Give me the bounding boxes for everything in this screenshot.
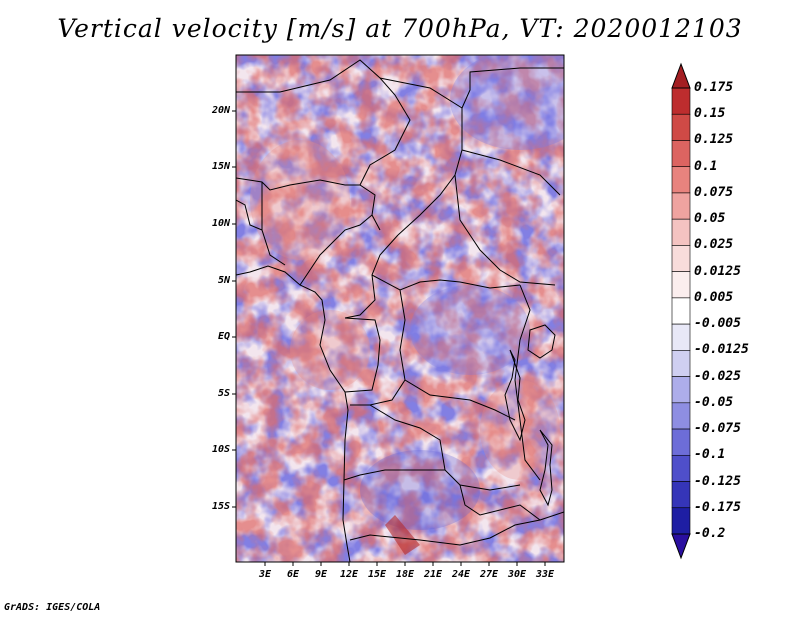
colorbar-segment xyxy=(671,271,691,299)
lat-label: 10S xyxy=(211,444,230,455)
colorbar-segment xyxy=(671,376,691,404)
colorbar-bottom-arrow xyxy=(671,533,691,560)
colorbar-segment xyxy=(671,140,691,168)
colorbar-segment xyxy=(671,454,691,482)
lat-label: 5N xyxy=(217,275,230,286)
colorbar-segment xyxy=(671,297,691,325)
colorbar-segment xyxy=(671,481,691,509)
footer-credit: GrADS: IGES/COLA xyxy=(4,602,101,613)
colorbar-label: 0.0125 xyxy=(694,263,741,279)
colorbar-segment xyxy=(671,402,691,430)
lat-label: 15S xyxy=(211,501,230,512)
lat-label: 20N xyxy=(211,105,230,116)
lat-label: 15N xyxy=(211,161,230,172)
colorbar-segment xyxy=(671,507,691,535)
country-borders xyxy=(236,59,564,562)
colorbar-label: -0.075 xyxy=(694,421,741,437)
colorbar-label: -0.005 xyxy=(694,316,741,332)
lon-ticks xyxy=(264,562,546,566)
velocity-field xyxy=(236,55,564,562)
colorbar-label: 0.175 xyxy=(694,80,734,95)
colorbar-segment xyxy=(671,87,691,115)
colorbar-label: -0.025 xyxy=(694,368,741,384)
lon-label: 9E xyxy=(314,569,328,580)
colorbar-segment xyxy=(671,245,691,272)
lat-label: 10N xyxy=(211,218,230,229)
colorbar-label: 0.125 xyxy=(694,132,734,148)
colorbar-label: -0.2 xyxy=(694,526,726,541)
colorbar-label: 0.005 xyxy=(694,289,734,305)
lon-label: 6E xyxy=(286,569,300,580)
map-frame xyxy=(235,54,565,563)
colorbar-label: -0.175 xyxy=(694,499,741,515)
colorbar-segment xyxy=(671,113,691,141)
lon-label: 15E xyxy=(367,569,387,580)
lat-label: 5S xyxy=(217,388,230,399)
colorbar-label: -0.125 xyxy=(694,473,741,489)
lon-label: 3E xyxy=(258,569,272,580)
colorbar-label: -0.0125 xyxy=(694,342,749,358)
colorbar-label: 0.05 xyxy=(694,211,726,227)
colorbar-segment xyxy=(671,428,691,456)
lon-label: 30E xyxy=(507,569,527,580)
colorbar-label: -0.05 xyxy=(694,394,734,410)
colorbar-label: 0.15 xyxy=(694,106,726,122)
colorbar-segment xyxy=(671,323,691,351)
colorbar-top-arrow xyxy=(671,62,691,89)
lon-label: 18E xyxy=(395,569,415,580)
lon-label: 33E xyxy=(535,569,555,580)
lon-label: 21E xyxy=(423,569,443,580)
colorbar-segment xyxy=(671,166,691,194)
colorbar-label: 0.025 xyxy=(694,237,734,253)
lon-label: 12E xyxy=(339,569,359,580)
map-title: Vertical velocity [m/s] at 700hPa, VT: 2… xyxy=(57,14,743,43)
colorbar-label: -0.1 xyxy=(694,447,726,463)
colorbar-segment xyxy=(671,350,691,377)
colorbar xyxy=(671,62,691,560)
lon-label: 24E xyxy=(451,569,471,580)
colorbar-label: 0.075 xyxy=(694,184,734,200)
lat-label: EQ xyxy=(217,331,230,342)
colorbar-label: 0.1 xyxy=(694,158,718,174)
lon-label: 27E xyxy=(479,569,499,580)
lat-ticks xyxy=(232,110,236,508)
colorbar-segment xyxy=(671,192,691,220)
colorbar-segment xyxy=(671,218,691,246)
